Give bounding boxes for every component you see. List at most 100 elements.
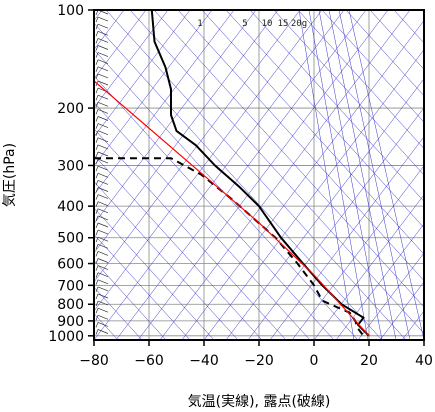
- isotherm-line: [94, 10, 257, 225]
- wind-barbs: [95, 10, 109, 335]
- wind-barb: [97, 80, 109, 86]
- mixing-ratio-line: [308, 10, 369, 340]
- wind-barb-flag: [95, 38, 99, 44]
- wind-barb-flag: [95, 222, 99, 229]
- isotherm-line: [335, 223, 424, 340]
- y-tick-label: 700: [57, 278, 84, 294]
- wind-barb-flag: [95, 166, 99, 172]
- mixing-ratio-line: [328, 10, 397, 340]
- dry-adiabat-line: [94, 154, 263, 340]
- dry-adiabat-line: [94, 207, 215, 340]
- dry-adiabat-line: [94, 128, 287, 340]
- dry-adiabat-line: [249, 10, 424, 202]
- wind-barb: [97, 123, 109, 128]
- wind-barb: [97, 38, 109, 43]
- x-tick-label: −60: [134, 353, 164, 369]
- x-tick-label: 40: [415, 353, 433, 369]
- isotherm-line: [203, 49, 424, 340]
- wind-barb: [97, 45, 109, 50]
- isotherm-line: [94, 10, 169, 109]
- y-tick-label: 300: [57, 158, 84, 174]
- wind-barb-flag: [95, 322, 99, 328]
- wind-barb: [97, 73, 109, 79]
- x-tick-label: −20: [244, 353, 274, 369]
- isotherm-line: [94, 10, 323, 312]
- dry-adiabat-line: [94, 75, 335, 340]
- wind-barb: [97, 109, 109, 114]
- dry-adiabat-line: [94, 181, 239, 340]
- dry-adiabat-line: [369, 10, 424, 70]
- y-tick-label: 100: [57, 3, 84, 19]
- wind-barb-flag: [95, 73, 99, 80]
- wind-barb-flag: [95, 158, 99, 165]
- wind-barb: [97, 300, 109, 306]
- wind-barb: [97, 130, 109, 136]
- mixing-ratio-line: [338, 10, 411, 340]
- wind-barb: [97, 222, 109, 228]
- wind-barb: [97, 265, 109, 270]
- wind-barb: [97, 314, 109, 320]
- x-tick-label: 0: [310, 353, 319, 369]
- y-tick-label: 400: [57, 199, 84, 215]
- x-axis-ticks: −80 −60 −40 −20 0 20 40: [79, 340, 433, 369]
- wind-barb-flag: [95, 180, 99, 186]
- wind-barb: [97, 158, 109, 164]
- isotherm-line: [94, 10, 279, 254]
- wind-barb: [97, 16, 109, 22]
- wind-barb-flag: [95, 151, 99, 158]
- dry-adiabat-line: [345, 10, 424, 97]
- mixing-ratio-label: 5: [242, 19, 247, 29]
- wind-barb-flag: [95, 279, 99, 285]
- wind-barb-flag: [95, 137, 99, 143]
- wind-barb: [97, 279, 109, 285]
- x-tick-label: −80: [79, 353, 109, 369]
- mixing-ratio-label: 10: [262, 19, 273, 29]
- wind-barb: [97, 251, 109, 256]
- wind-barb-flag: [95, 201, 99, 207]
- adiabat-lines: [94, 10, 424, 340]
- y-tick-label: 600: [57, 257, 84, 273]
- wind-barb-flag: [95, 194, 99, 200]
- wind-barb-flag: [95, 251, 99, 257]
- wind-barb: [97, 272, 109, 278]
- dry-adiabat-line: [94, 102, 311, 340]
- wind-barb-flag: [95, 116, 99, 122]
- x-tick-label: 20: [360, 353, 378, 369]
- wind-barb: [97, 137, 109, 143]
- wind-barb: [97, 236, 109, 242]
- wind-barb-flag: [95, 123, 99, 129]
- temperature-line: [150, 10, 370, 337]
- dry-adiabat-line: [201, 10, 424, 255]
- isotherm-line: [401, 310, 424, 340]
- wind-barb: [97, 101, 109, 107]
- dry-adiabat-line: [273, 10, 424, 176]
- wind-barb: [97, 258, 109, 263]
- wind-barb-flag: [95, 59, 99, 65]
- dry-adiabat-line: [321, 10, 424, 123]
- sounding-series: [94, 10, 370, 337]
- dry-adiabat-line: [225, 10, 424, 229]
- wind-barb-flag: [95, 66, 99, 72]
- mixing-ratio-line: [318, 10, 383, 340]
- isotherm-line: [159, 10, 411, 340]
- wind-barb-flag: [95, 244, 99, 250]
- wind-barb-flag: [95, 308, 99, 314]
- wind-barb-flag: [95, 286, 99, 293]
- wind-barb-flag: [95, 237, 99, 243]
- y-tick-label: 500: [57, 231, 84, 247]
- dry-adiabat-line: [94, 22, 383, 340]
- wind-barb-flag: [95, 315, 99, 321]
- dry-adiabat-line: [105, 10, 407, 340]
- dry-adiabat-line: [94, 49, 359, 340]
- wind-barb-flag: [95, 265, 99, 271]
- wind-barb-flag: [95, 272, 99, 278]
- dewpoint-line: [94, 157, 365, 337]
- isotherm-line: [357, 252, 424, 340]
- wind-barb: [97, 329, 109, 334]
- wind-barb: [97, 229, 109, 235]
- wind-barb: [97, 144, 109, 150]
- isotherm-line: [137, 10, 389, 340]
- mixing-ratio-line: [348, 10, 424, 340]
